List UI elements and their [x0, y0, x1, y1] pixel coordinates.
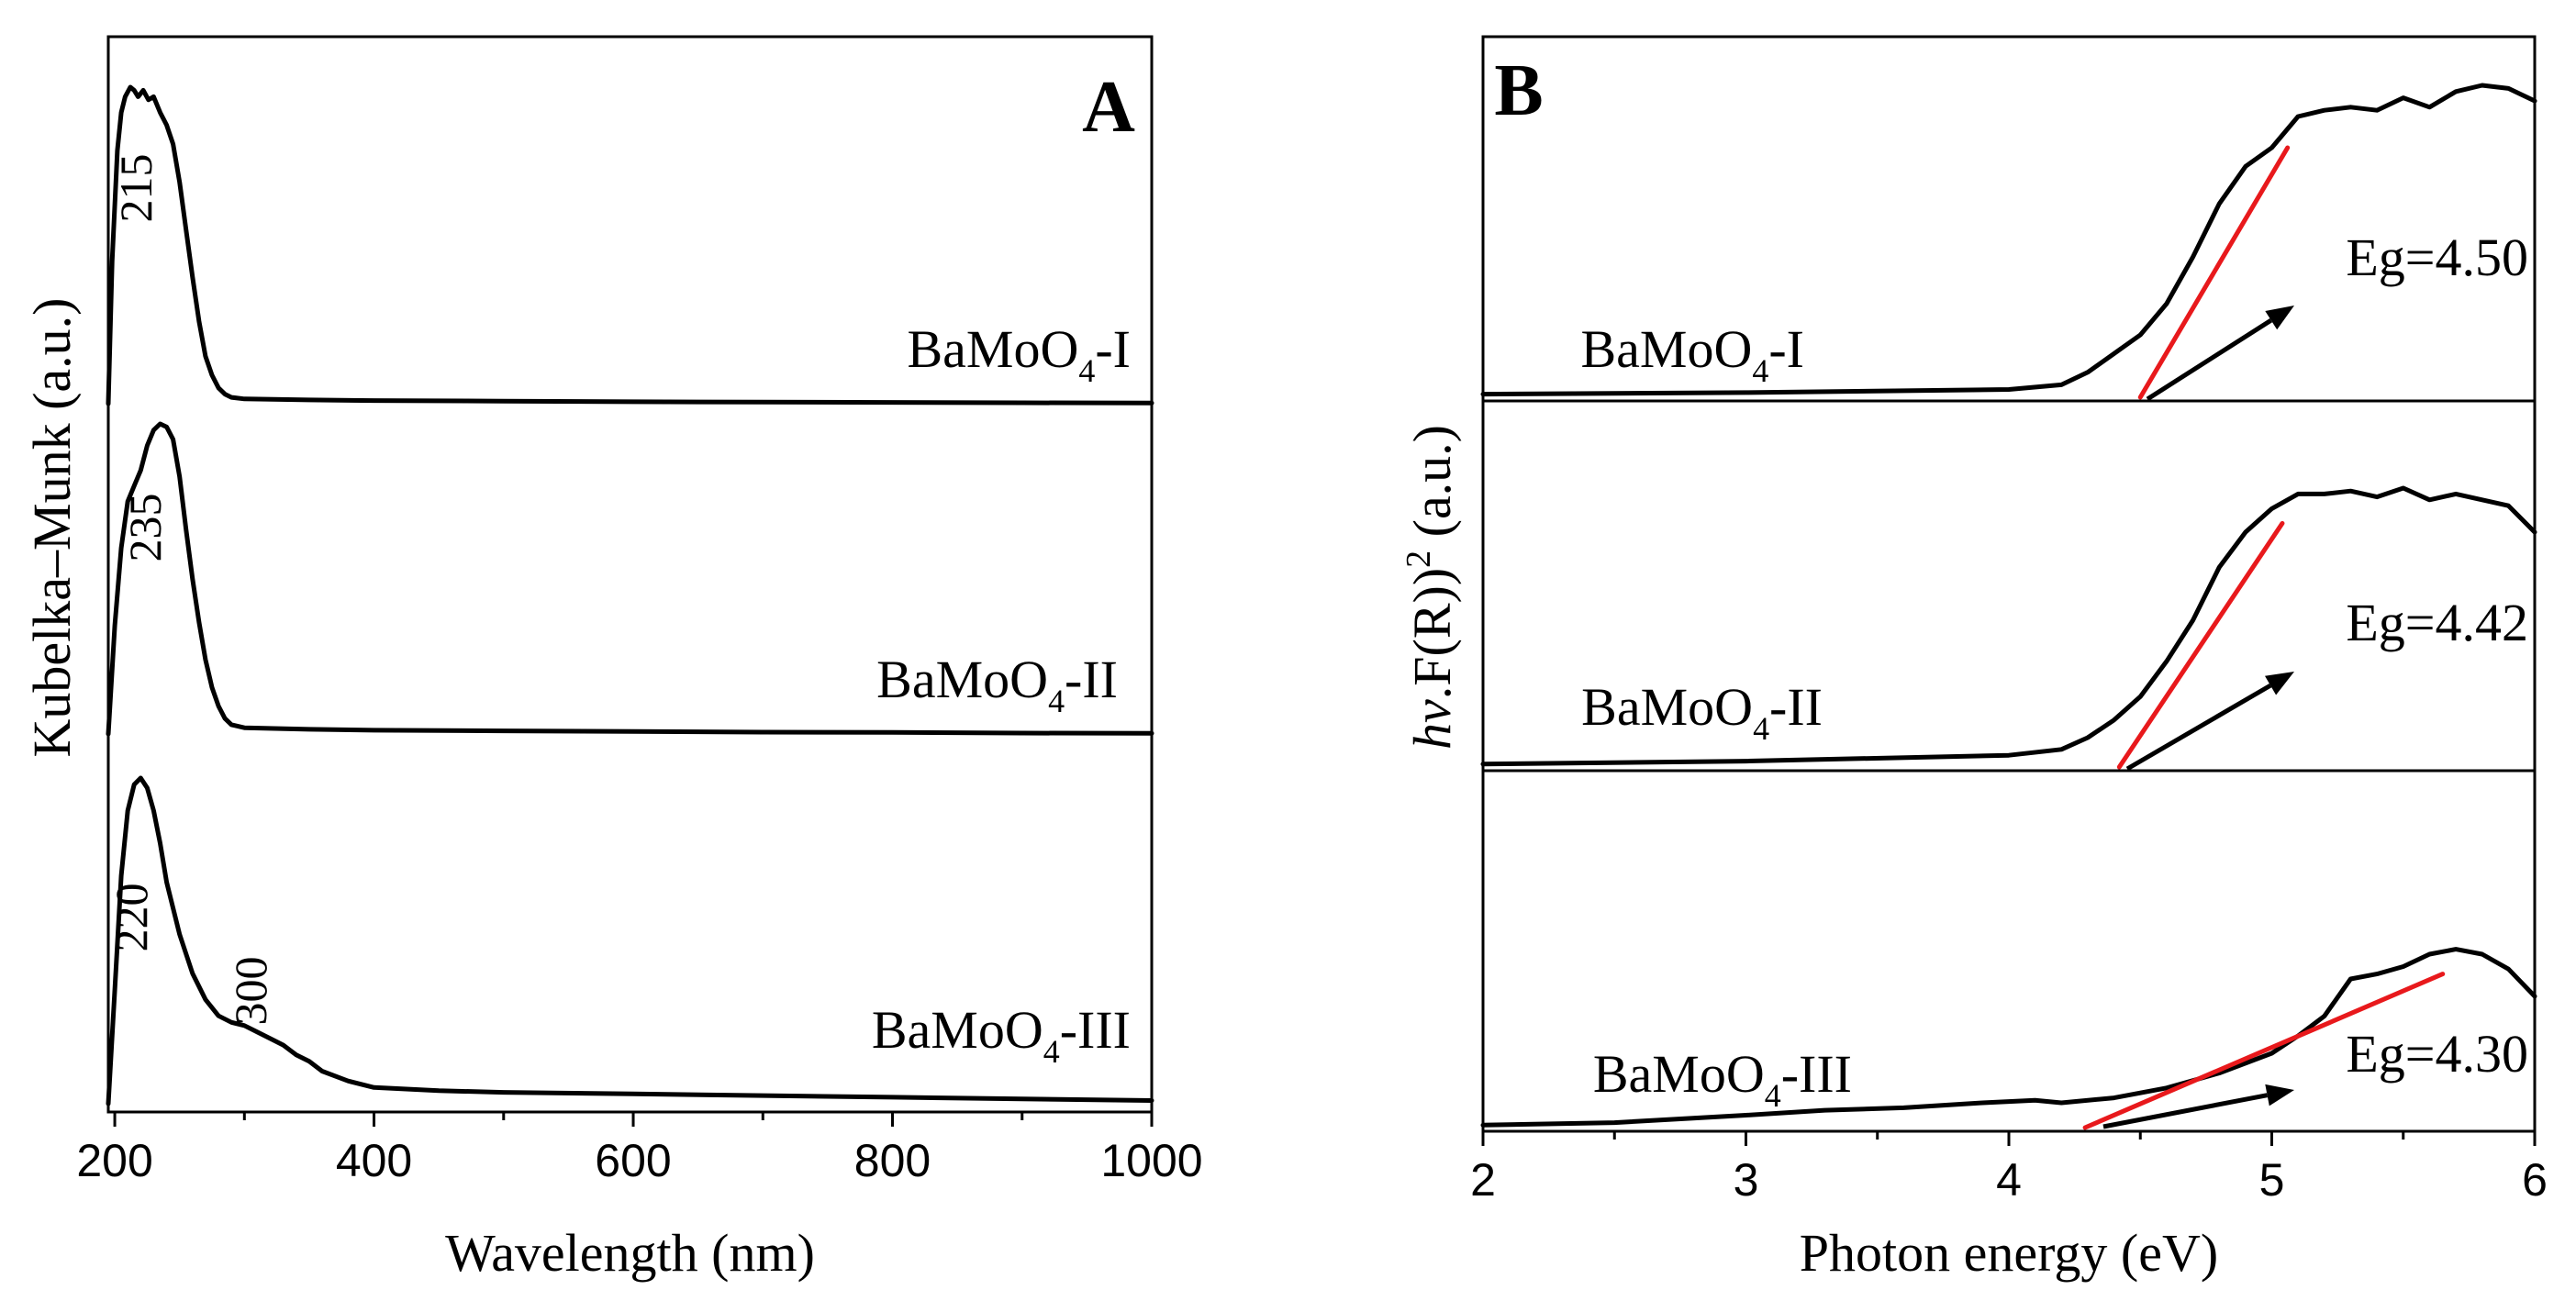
y-axis-label-suffix: (a.u.) [1402, 425, 1462, 550]
arrow-line [2102, 1093, 2269, 1129]
arrow-head [2265, 1084, 2294, 1106]
series-label-1-sub: 4 [1752, 352, 1768, 389]
y-axis-label: Kubelka–Munk (a.u.) [22, 298, 82, 758]
peak-label: 300 [225, 957, 276, 1026]
series-line-2 [1480, 485, 2537, 767]
peak-label: 215 [110, 154, 162, 223]
series-label-2-main: BaMoO [876, 650, 1048, 709]
arrow-line [2125, 683, 2272, 772]
series-label-3: BaMoO4-III [872, 1000, 1131, 1070]
band-gap-label-2: Eg=4.42 [2346, 593, 2528, 652]
peak-label: 235 [119, 494, 171, 562]
panel-label-a: A [1082, 67, 1135, 148]
series-label-3-suffix: -III [1060, 1000, 1131, 1060]
tauc-fit-line-2 [2116, 520, 2285, 770]
series-label-3-main: BaMoO [872, 1000, 1043, 1060]
plot-area-frame [1481, 35, 2537, 1133]
series-label-1-main: BaMoO [907, 319, 1078, 379]
chart-panel-b: Eg=4.50BaMoO4-IEg=4.42BaMoO4-IIEg=4.30Ba… [1400, 35, 2548, 1283]
b-xtick-label: 4 [1996, 1154, 2022, 1206]
y-axis-label: hv.F(R))2 (a.u.) [1400, 425, 1462, 750]
y-axis-label-main: .F(R)) [1402, 568, 1462, 699]
a-xtick-label: 1000 [1100, 1135, 1202, 1186]
b-xtick-label: 6 [2522, 1154, 2548, 1206]
x-axis-label: Wavelength (nm) [445, 1223, 815, 1283]
series-label-1-suffix: -I [1095, 319, 1131, 379]
band-gap-label-1: Eg=4.50 [2346, 228, 2528, 287]
a-xtick-label: 600 [595, 1135, 671, 1186]
series-label-1-suffix: -I [1768, 319, 1804, 379]
series-label-1: BaMoO4-I [907, 319, 1131, 389]
series-label-3-sub: 4 [1043, 1033, 1060, 1070]
series-label-2-sub: 4 [1753, 710, 1769, 747]
series-line-3 [1480, 947, 2537, 1128]
a-xtick-label: 800 [854, 1135, 931, 1186]
plot-area-frame [106, 35, 1154, 1114]
b-xtick-label: 5 [2259, 1154, 2285, 1206]
series-line-2 [106, 421, 1154, 737]
series-label-3-suffix: -III [1781, 1044, 1852, 1104]
series-label-2-suffix: -II [1065, 650, 1118, 709]
a-xtick-label: 400 [336, 1135, 412, 1186]
arrow-head [2265, 306, 2294, 330]
series-label-2-suffix: -II [1769, 677, 1823, 737]
series-label-3: BaMoO4-III [1593, 1044, 1852, 1114]
series-line-3 [106, 775, 1154, 1106]
a-xtick-label: 200 [76, 1135, 152, 1186]
y-axis-label-sup: 2 [1400, 550, 1438, 568]
tauc-fit-line-3 [2082, 972, 2446, 1130]
series-label-1: BaMoO4-I [1580, 319, 1804, 389]
series-label-3-sub: 4 [1765, 1077, 1781, 1114]
b-xtick-label: 2 [1470, 1154, 1496, 1206]
band-gap-label-3: Eg=4.30 [2346, 1024, 2528, 1084]
y-axis-label-italic: hv [1402, 699, 1462, 750]
peak-label: 220 [106, 884, 157, 952]
series-label-1-sub: 4 [1078, 352, 1095, 389]
chart-panel-a: BaMoO4-I215BaMoO4-II235BaMoO4-III2203002… [22, 35, 1203, 1283]
tauc-fit-line-1 [2137, 145, 2291, 400]
series-label-2-main: BaMoO [1581, 677, 1753, 737]
series-label-2-sub: 4 [1048, 683, 1065, 719]
series-line-1 [106, 84, 1154, 406]
series-label-2: BaMoO4-II [876, 650, 1118, 719]
series-label-3-main: BaMoO [1593, 1044, 1765, 1104]
arrow-head [2265, 672, 2294, 695]
panel-label-b: B [1494, 50, 1543, 131]
b-xtick-label: 3 [1734, 1154, 1759, 1206]
series-line-1 [1480, 83, 2537, 397]
x-axis-label: Photon energy (eV) [1800, 1223, 2218, 1283]
arrow-line [2146, 318, 2273, 402]
series-label-2: BaMoO4-II [1581, 677, 1823, 747]
series-label-1-main: BaMoO [1580, 319, 1752, 379]
